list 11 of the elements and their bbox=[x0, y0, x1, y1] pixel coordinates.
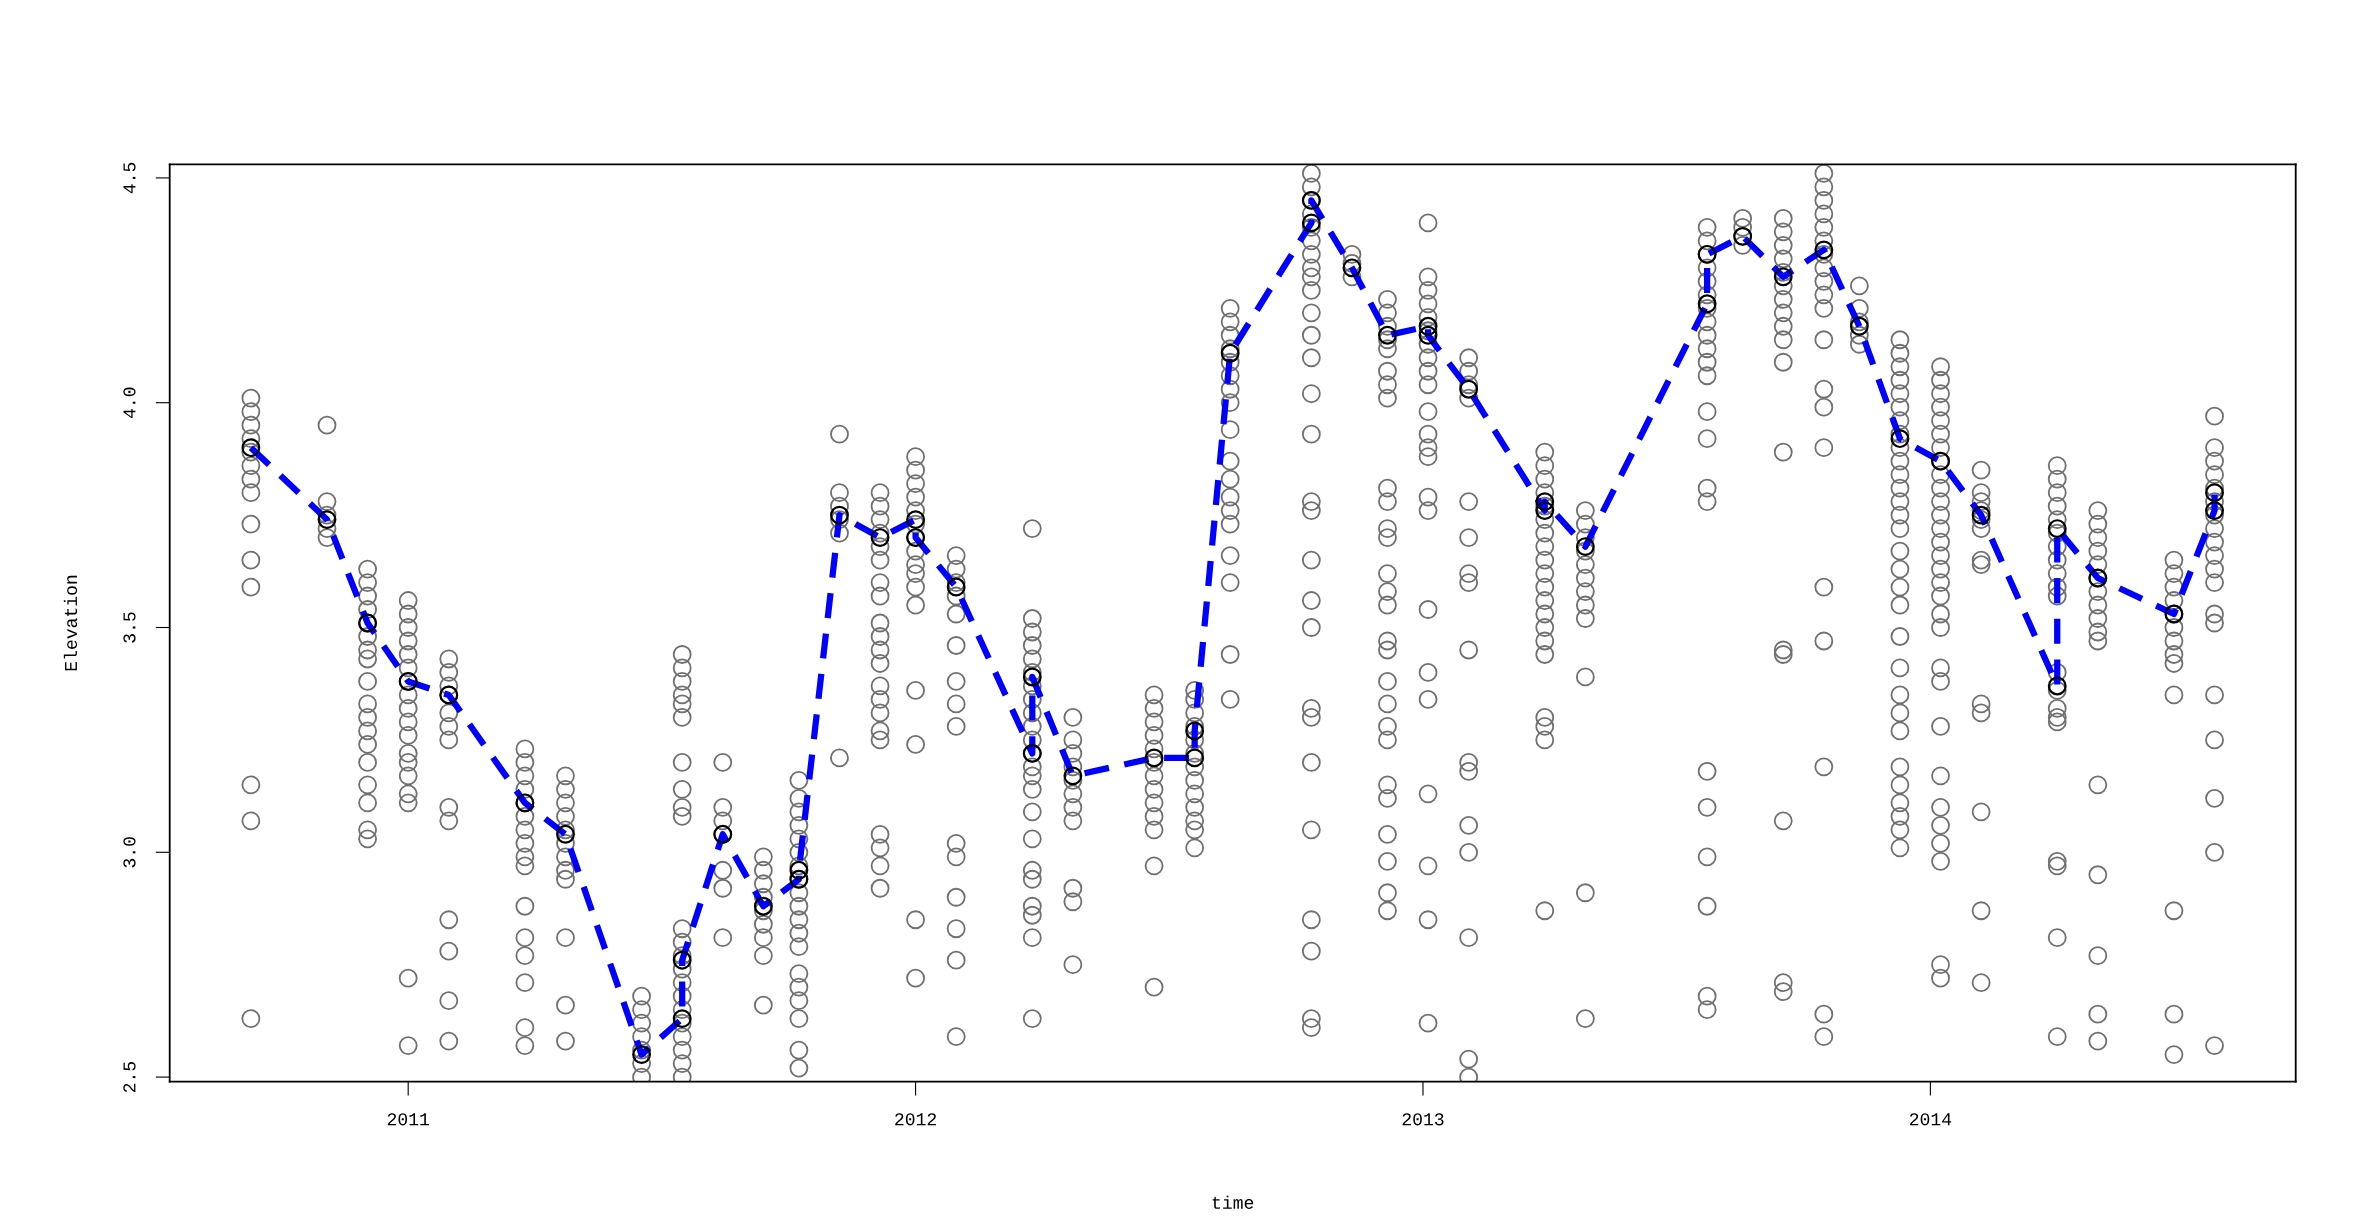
y-tick-label: 4.5 bbox=[123, 162, 136, 194]
y-tick-label: 4.0 bbox=[123, 387, 136, 419]
x-axis-title: time bbox=[1212, 1195, 1254, 1209]
x-tick-label: 2012 bbox=[895, 1113, 936, 1126]
y-tick-label: 3.5 bbox=[123, 612, 136, 643]
y-tick-label: 3.0 bbox=[123, 837, 136, 868]
x-tick-label: 2013 bbox=[1402, 1113, 1444, 1126]
y-axis-title: Elevation bbox=[63, 575, 78, 671]
x-tick-label: 2014 bbox=[1909, 1113, 1952, 1126]
x-tick-label: 2011 bbox=[387, 1113, 429, 1126]
y-tick-label: 2.5 bbox=[123, 1061, 136, 1093]
